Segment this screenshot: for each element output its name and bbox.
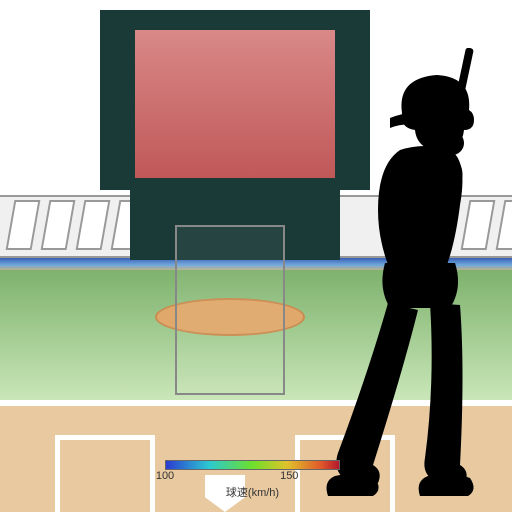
legend-gradient-bar [165,460,340,470]
scene-root: 100 150 球速(km/h) [0,0,512,512]
legend-label: 球速(km/h) [165,484,340,500]
legend-ticks: 100 150 [165,470,340,484]
batter-silhouette [280,48,512,508]
velocity-legend: 100 150 球速(km/h) [165,460,340,500]
strike-zone [175,225,285,395]
legend-tick: 100 [156,470,174,482]
legend-tick: 150 [280,470,298,482]
batters-box-left [55,435,155,512]
